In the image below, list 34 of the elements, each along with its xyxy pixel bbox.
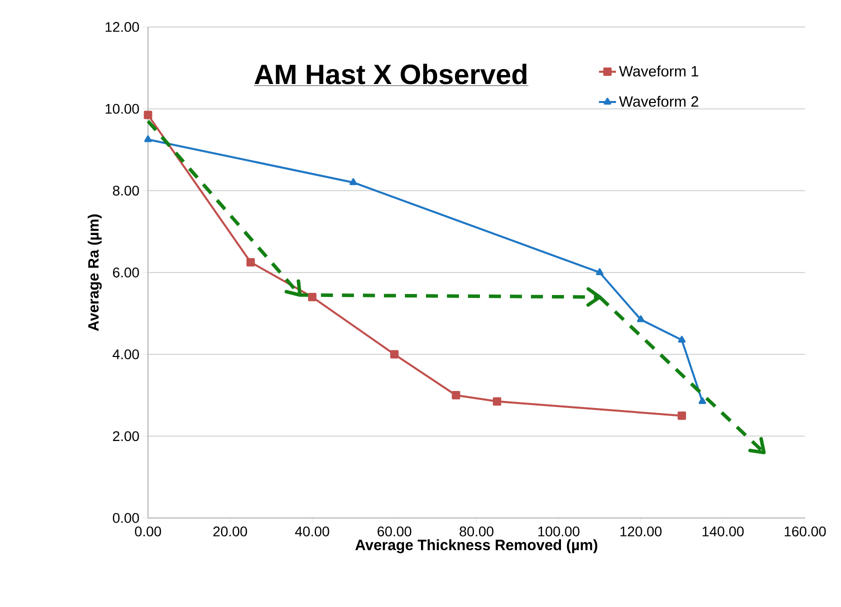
y-tick-label: 2.00 [113,431,139,442]
x-tick-label: 160.00 [784,526,826,536]
point [452,391,460,400]
y-tick-label: 10.00 [106,104,139,114]
y-tick-label: 8.00 [112,186,139,196]
x-tick-label: 0.00 [134,526,162,536]
point [308,292,316,302]
x-tick-label: 120.00 [620,526,662,536]
x-tick-label: 100.00 [538,526,580,536]
y-tick-label: 12.00 [106,22,139,32]
y-tick-label: 0.00 [112,513,139,523]
legend-label: Waveform 2 [619,96,698,107]
point [678,336,686,343]
x-tick-label: 80.00 [460,526,494,536]
y-tick-label: 4.00 [112,349,139,360]
y-tick-label: 6.00 [113,268,139,278]
point [144,110,152,120]
point [678,412,686,420]
point [492,397,502,406]
x-tick-label: 140.00 [702,526,744,536]
x-tick-label: 60.00 [378,526,412,536]
point [698,397,706,404]
point [390,350,399,359]
legend-label: Waveform 1 [619,66,698,77]
point [246,258,255,266]
y-axis-title: Average Ra (µm) [88,214,102,331]
point [350,178,358,186]
point [144,135,152,142]
x-tick-label: 20.00 [213,526,248,536]
x-tick-label: 40.00 [295,526,330,536]
point [596,268,604,276]
x-axis-title: Average Thickness Removed (µm) [355,539,598,554]
text: AM Hast X Observed [254,64,526,84]
point [636,315,645,322]
